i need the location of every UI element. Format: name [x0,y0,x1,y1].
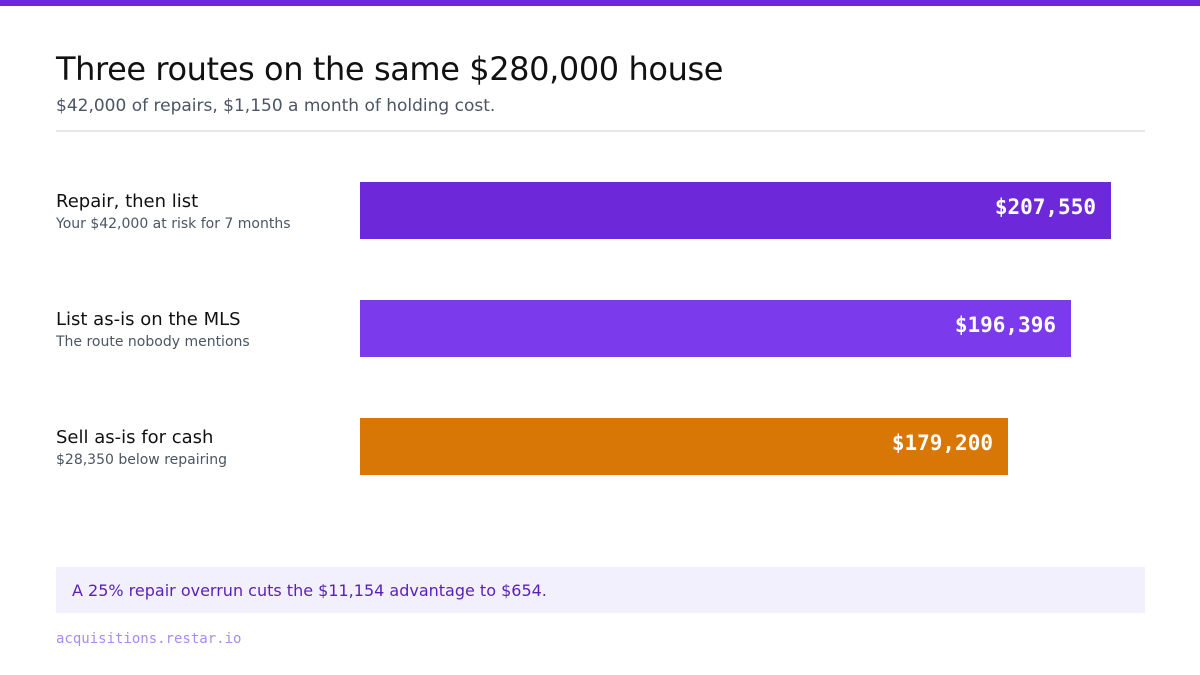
route-label: List as-is on the MLS [56,309,241,330]
route-row: Sell as-is for cash $28,350 below repairi… [0,418,1200,475]
page-title: Three routes on the same $280,000 house [56,50,724,88]
bar-value-label: $196,396 [954,313,1056,337]
header-divider [56,130,1145,132]
route-row: List as-is on the MLS The route nobody me… [0,300,1200,357]
page-subtitle: $42,000 of repairs, $1,150 a month of ho… [56,96,496,116]
footer-site: acquisitions.restar.io [56,631,242,647]
route-row: Repair, then list Your $42,000 at risk fo… [0,182,1200,239]
route-label: Sell as-is for cash [56,427,214,448]
route-note: Your $42,000 at risk for 7 months [56,216,291,232]
route-label: Repair, then list [56,191,199,212]
callout-box: A 25% repair overrun cuts the $11,154 ad… [56,567,1145,613]
bar-value-label: $207,550 [994,195,1096,219]
top-accent-stripe [0,0,1200,6]
route-bar: $196,396 [360,300,1071,357]
route-bar: $179,200 [360,418,1008,475]
bar-value-label: $179,200 [891,431,993,455]
route-note: The route nobody mentions [56,334,250,350]
route-note: $28,350 below repairing [56,452,228,468]
callout-text: A 25% repair overrun cuts the $11,154 ad… [72,581,547,600]
route-bar: $207,550 [360,182,1111,239]
